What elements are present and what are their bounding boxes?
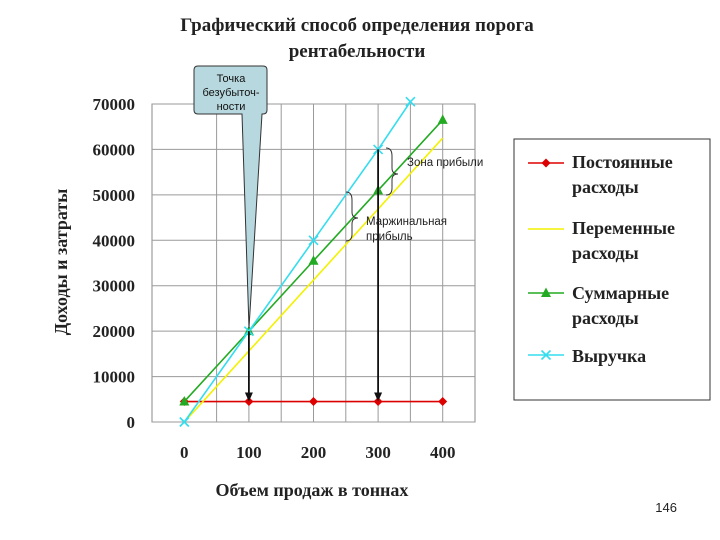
y-tick-label: 40000 xyxy=(93,231,136,250)
legend-label-total-line2: расходы xyxy=(572,308,639,328)
callout-line3: ности xyxy=(217,101,246,113)
y-tick-label: 0 xyxy=(127,413,136,432)
data-point xyxy=(309,397,318,407)
data-point xyxy=(179,416,190,428)
data-point xyxy=(405,96,416,107)
x-tick-label: 0 xyxy=(180,443,189,462)
arrow-head xyxy=(374,392,383,402)
legend-swatch-marker xyxy=(540,349,552,361)
data-point xyxy=(308,235,319,246)
y-tick-label: 50000 xyxy=(93,186,136,205)
data-point xyxy=(438,397,448,407)
y-tick-label: 20000 xyxy=(93,322,136,341)
callout-line1: Точка xyxy=(217,73,247,85)
margin-profit-label-line2: прибыль xyxy=(366,231,413,243)
arrow-head xyxy=(244,392,253,402)
series-line xyxy=(183,137,444,423)
x-tick-label: 100 xyxy=(236,443,262,462)
x-tick-label: 400 xyxy=(430,443,456,462)
profit-zone-brace xyxy=(385,147,399,196)
legend-label-revenue: Выручка xyxy=(572,346,646,366)
x-tick-label: 200 xyxy=(301,443,327,462)
legend: Постоянные расходы Переменные расходы Су… xyxy=(528,152,675,366)
page-number: 146 xyxy=(655,500,677,515)
data-point xyxy=(308,255,319,265)
legend-label-variable-line2: расходы xyxy=(572,243,639,263)
chart-title-line1: Графический способ определения порога xyxy=(180,15,534,36)
legend-label-total-line1: Суммарные xyxy=(572,283,669,303)
legend-label-variable-line1: Переменные xyxy=(572,218,675,238)
legend-label-fixed-line2: расходы xyxy=(572,177,639,197)
callout-line2: безубыточ- xyxy=(203,87,260,99)
breakeven-callout xyxy=(193,65,268,329)
margin-profit-label-line1: Маржинальная xyxy=(366,216,447,228)
y-tick-label: 30000 xyxy=(93,277,136,296)
y-tick-label: 70000 xyxy=(93,95,136,114)
series-layer xyxy=(179,96,448,428)
data-point xyxy=(179,396,190,406)
x-tick-labels: 0 100 200 300 400 xyxy=(180,443,455,462)
y-axis-label: Доходы и затраты xyxy=(51,189,71,336)
legend-label-fixed-line1: Постоянные xyxy=(572,152,673,172)
x-tick-label: 300 xyxy=(365,443,391,462)
profit-zone-label: Зона прибыли xyxy=(407,157,483,169)
legend-swatch-marker xyxy=(541,287,551,297)
x-axis-label: Объем продаж в тоннах xyxy=(216,480,409,500)
y-tick-label: 10000 xyxy=(93,368,136,387)
chart-title-line2: рентабельности xyxy=(289,41,426,62)
margin-profit-brace xyxy=(345,191,359,242)
y-tick-label: 60000 xyxy=(93,140,136,159)
data-point xyxy=(437,114,448,124)
y-tick-labels: 0 10000 20000 30000 40000 50000 60000 70000 xyxy=(93,95,136,432)
legend-swatch-marker xyxy=(541,158,551,168)
